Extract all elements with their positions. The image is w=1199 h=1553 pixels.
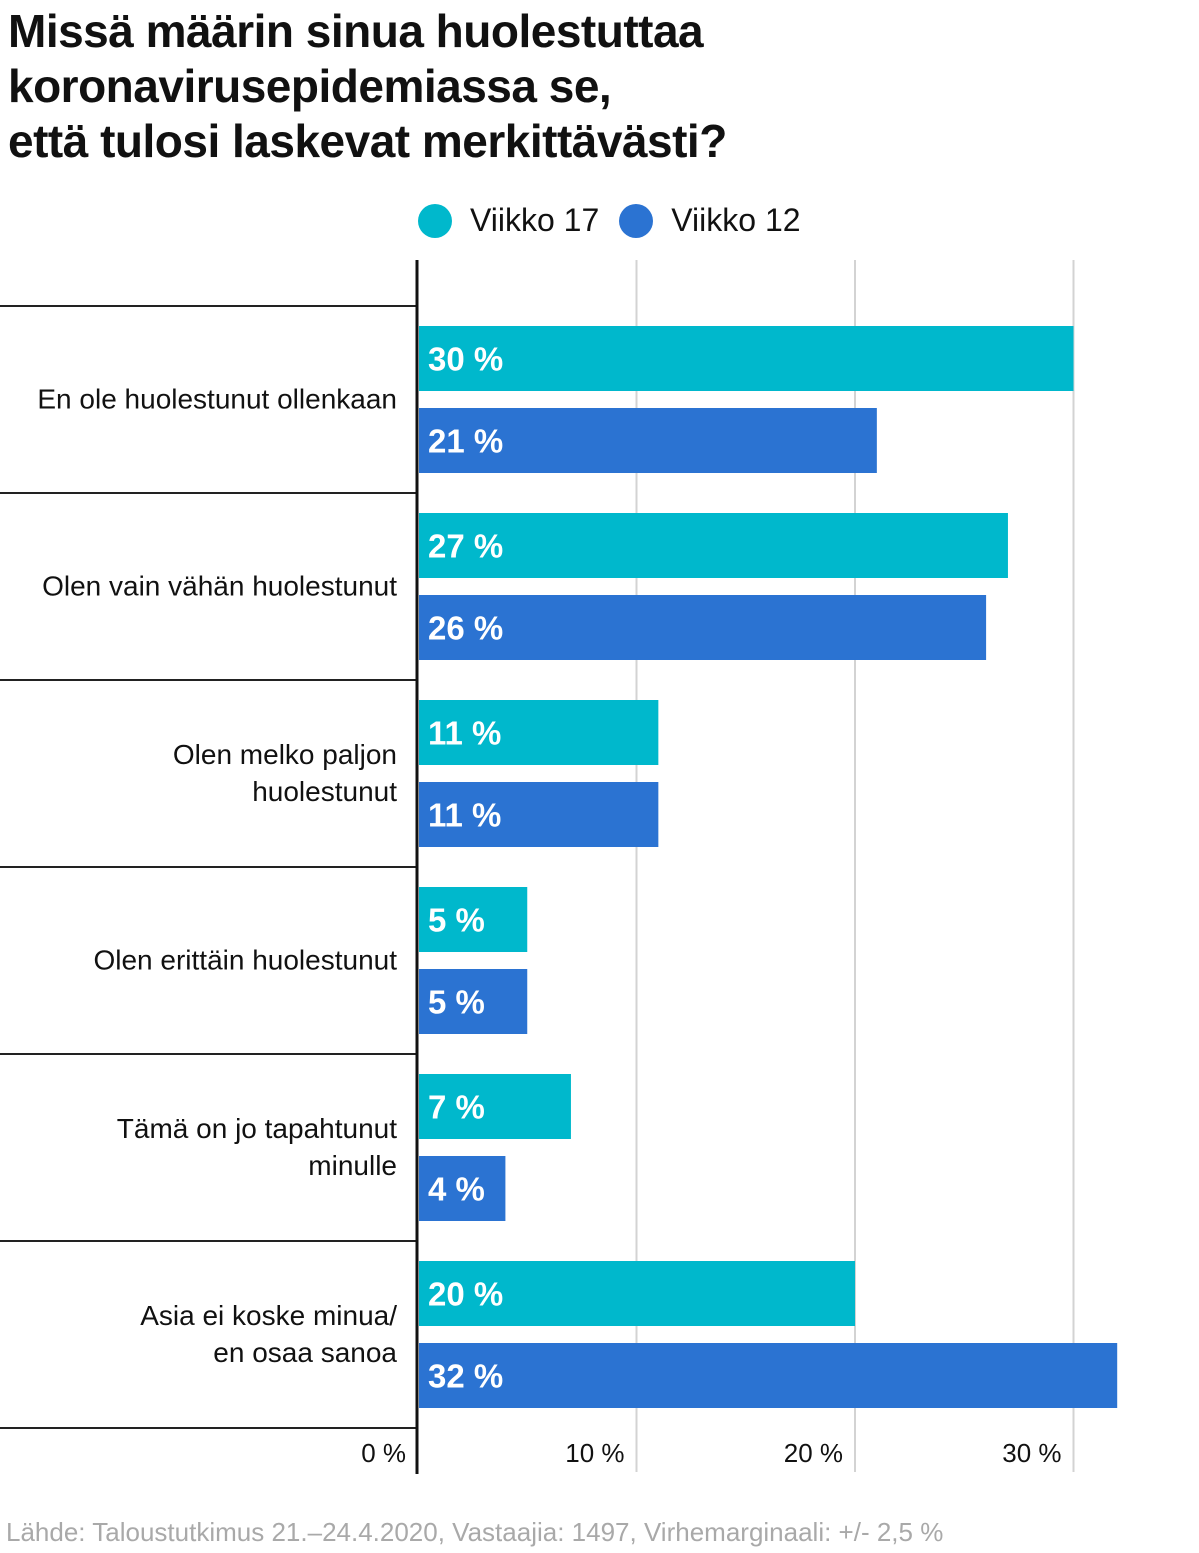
bar-value-label: 26 % — [428, 610, 503, 647]
bar-viikko-17 — [419, 513, 1008, 578]
x-tick-label: 0 % — [361, 1438, 406, 1468]
legend-dot-viikko-17 — [418, 203, 452, 238]
chart-title-line-2: koronavirusepidemiassa se, — [8, 60, 612, 112]
chart-title-line-3: että tulosi laskevat merkittävästi? — [8, 115, 727, 167]
x-tick-label: 20 % — [784, 1438, 843, 1468]
bar-value-label: 5 % — [428, 902, 485, 939]
x-tick-label: 30 % — [1002, 1438, 1061, 1468]
legend-label-viikko-12: Viikko 12 — [671, 202, 801, 238]
legend-label-viikko-17: Viikko 17 — [470, 202, 600, 238]
category-label: Olen erittäin huolestunut — [93, 945, 397, 976]
category-label: En ole huolestunut ollenkaan — [37, 384, 397, 415]
bar-value-label: 32 % — [428, 1358, 503, 1395]
chart-title-line-1: Missä määrin sinua huolestuttaa — [8, 5, 704, 57]
bar-value-label: 11 % — [428, 797, 501, 834]
x-tick-label: 10 % — [565, 1438, 624, 1468]
bar-viikko-12 — [419, 782, 659, 847]
bar-viikko-17 — [419, 1261, 855, 1326]
bar-value-label: 21 % — [428, 423, 503, 460]
category-label: huolestunut — [252, 776, 397, 807]
category-label: Asia ei koske minua/ — [140, 1300, 397, 1331]
bar-viikko-17 — [419, 1074, 571, 1139]
bar-viikko-17 — [419, 326, 1074, 391]
bar-viikko-17 — [419, 700, 659, 765]
category-label: en osaa sanoa — [213, 1337, 397, 1368]
bar-viikko-12 — [419, 1343, 1118, 1408]
chart-legend: Viikko 17 Viikko 12 — [418, 202, 821, 239]
source-note: Lähde: Taloustutkimus 21.–24.4.2020, Vas… — [6, 1517, 944, 1547]
bar-value-label: 20 % — [428, 1276, 503, 1313]
category-label: Olen vain vähän huolestunut — [42, 571, 397, 602]
chart-title: Missä määrin sinua huolestuttaa koronavi… — [8, 4, 1188, 169]
category-label: minulle — [308, 1150, 397, 1181]
bar-value-label: 27 % — [428, 528, 503, 565]
bar-value-label: 5 % — [428, 984, 485, 1021]
bar-value-label: 30 % — [428, 341, 503, 378]
bar-viikko-12 — [419, 408, 877, 473]
bar-value-label: 7 % — [428, 1089, 485, 1126]
legend-item-viikko-17: Viikko 17 — [418, 202, 599, 239]
bar-viikko-12 — [419, 595, 987, 660]
bar-viikko-12 — [419, 1156, 506, 1221]
category-label: Olen melko paljon — [173, 739, 397, 770]
bar-value-label: 4 % — [428, 1171, 485, 1208]
legend-item-viikko-12: Viikko 12 — [619, 202, 801, 239]
bar-value-label: 11 % — [428, 715, 501, 752]
category-label: Tämä on jo tapahtunut — [117, 1113, 397, 1144]
bar-viikko-12 — [419, 969, 528, 1034]
bar-viikko-17 — [419, 887, 528, 952]
legend-dot-viikko-12 — [619, 203, 654, 238]
